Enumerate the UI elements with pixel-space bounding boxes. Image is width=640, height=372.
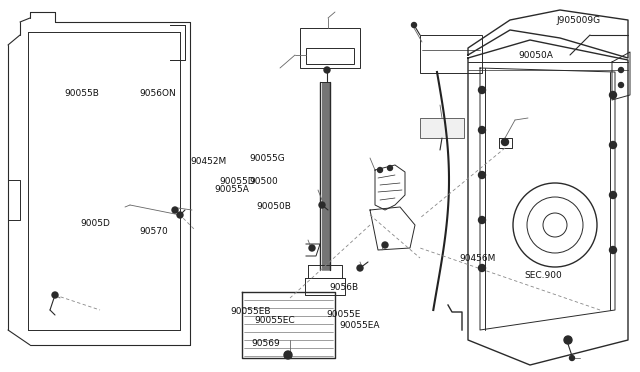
Circle shape	[172, 207, 178, 213]
Text: 90500: 90500	[250, 177, 278, 186]
Bar	[300, 28, 360, 68]
Text: J905009G: J905009G	[557, 16, 601, 25]
Circle shape	[309, 245, 315, 251]
Circle shape	[357, 265, 363, 271]
Circle shape	[502, 138, 509, 145]
Text: 90055B: 90055B	[64, 89, 99, 98]
Bar	[306, 48, 354, 64]
Circle shape	[284, 351, 292, 359]
Text: 90570: 90570	[140, 227, 168, 236]
Circle shape	[324, 67, 330, 73]
Circle shape	[52, 292, 58, 298]
Text: 90055D: 90055D	[219, 177, 255, 186]
Circle shape	[479, 171, 486, 179]
Circle shape	[177, 212, 183, 218]
Text: 9056ON: 9056ON	[140, 89, 176, 98]
Circle shape	[378, 167, 383, 173]
Circle shape	[479, 264, 486, 272]
Text: 90055G: 90055G	[250, 154, 285, 163]
Text: 90050B: 90050B	[256, 202, 291, 211]
Circle shape	[412, 22, 417, 28]
Text: 90055EC: 90055EC	[255, 316, 295, 325]
Text: 90456M: 90456M	[460, 254, 496, 263]
Text: 90050A: 90050A	[518, 51, 553, 60]
Circle shape	[479, 87, 486, 93]
Text: 90569: 90569	[251, 339, 280, 348]
Circle shape	[382, 242, 388, 248]
Circle shape	[609, 192, 616, 199]
Text: 90055A: 90055A	[214, 185, 249, 194]
Text: 90055E: 90055E	[326, 310, 361, 319]
Circle shape	[570, 356, 575, 360]
Circle shape	[564, 336, 572, 344]
Text: 90055EA: 90055EA	[339, 321, 380, 330]
Circle shape	[319, 202, 325, 208]
Circle shape	[609, 92, 616, 99]
Text: 9005D: 9005D	[80, 219, 110, 228]
Circle shape	[479, 217, 486, 224]
Circle shape	[387, 166, 392, 170]
Text: 90055EB: 90055EB	[230, 307, 271, 316]
Bar	[420, 35, 482, 73]
Circle shape	[618, 67, 623, 73]
Circle shape	[609, 141, 616, 148]
Circle shape	[609, 247, 616, 253]
Text: 9056B: 9056B	[330, 283, 359, 292]
Circle shape	[618, 83, 623, 87]
Text: 90452M: 90452M	[191, 157, 227, 166]
Text: SEC.900: SEC.900	[525, 271, 563, 280]
Circle shape	[479, 126, 486, 134]
Bar	[420, 118, 464, 138]
